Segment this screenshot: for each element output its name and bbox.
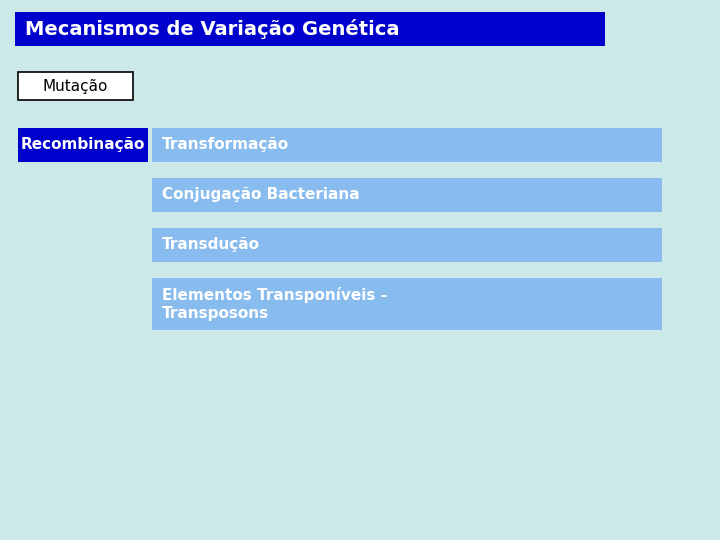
Text: Mutação: Mutação bbox=[42, 78, 108, 93]
FancyBboxPatch shape bbox=[152, 128, 662, 162]
Text: Conjugação Bacteriana: Conjugação Bacteriana bbox=[162, 187, 359, 202]
FancyBboxPatch shape bbox=[152, 278, 662, 330]
FancyBboxPatch shape bbox=[152, 228, 662, 262]
Text: Elementos Transponíveis -
Transposons: Elementos Transponíveis - Transposons bbox=[162, 287, 387, 321]
FancyBboxPatch shape bbox=[18, 128, 148, 162]
FancyBboxPatch shape bbox=[152, 178, 662, 212]
Text: Transformação: Transformação bbox=[162, 138, 289, 152]
FancyBboxPatch shape bbox=[18, 72, 133, 100]
FancyBboxPatch shape bbox=[15, 12, 605, 46]
Text: Mecanismos de Variação Genética: Mecanismos de Variação Genética bbox=[25, 19, 400, 39]
Text: Transdução: Transdução bbox=[162, 238, 260, 253]
Text: Recombinação: Recombinação bbox=[21, 138, 145, 152]
